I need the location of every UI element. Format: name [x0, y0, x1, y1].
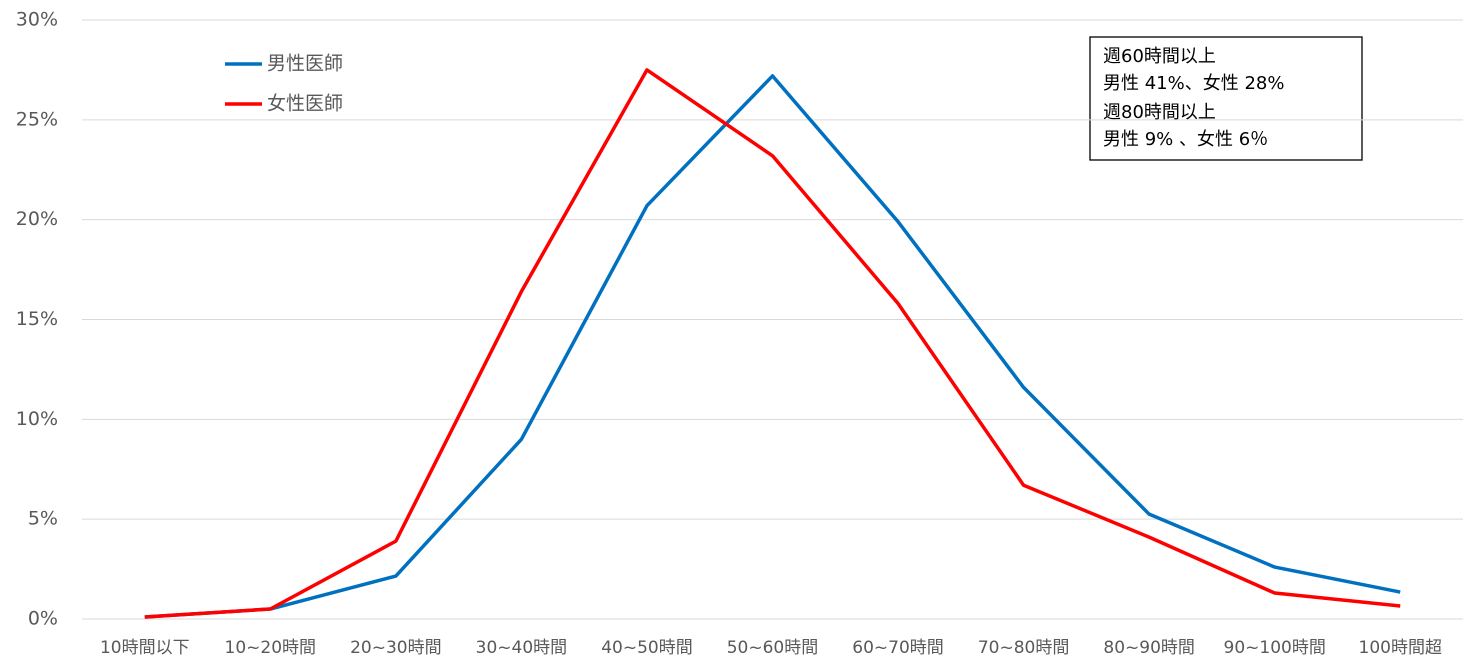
annotation-line: 男性 9% 、女性 6％ — [1103, 129, 1268, 150]
x-tick-label: 10~20時間 — [225, 638, 317, 658]
y-tick-label: 25% — [16, 108, 58, 130]
y-tick-label: 0% — [28, 608, 58, 630]
y-tick-label: 30% — [16, 9, 58, 31]
x-tick-label: 20~30時間 — [350, 638, 442, 658]
y-tick-label: 15% — [16, 308, 58, 330]
y-tick-label: 10% — [16, 408, 58, 430]
x-tick-label: 50~60時間 — [727, 638, 819, 658]
x-tick-label: 90~100時間 — [1224, 638, 1326, 658]
y-tick-label: 20% — [16, 208, 58, 230]
x-tick-label: 100時間超 — [1359, 638, 1442, 658]
x-tick-label: 40~50時間 — [601, 638, 693, 658]
annotation-line: 男性 41%、女性 28% — [1103, 73, 1284, 94]
series-line — [144, 68, 1401, 619]
annotation-line: 週60時間以上 — [1103, 46, 1216, 67]
x-tick-label: 80~90時間 — [1103, 638, 1195, 658]
y-tick-label: 5% — [28, 508, 58, 530]
annotation-box — [1089, 36, 1363, 161]
series-line — [144, 74, 1401, 619]
x-tick-label: 30~40時間 — [476, 638, 568, 658]
legend-label: 男性医師 — [267, 53, 343, 75]
x-tick-label: 60~70時間 — [852, 638, 944, 658]
annotation-line: 週80時間以上 — [1103, 102, 1216, 123]
x-tick-label: 10時間以下 — [100, 638, 190, 658]
legend-label: 女性医師 — [267, 93, 343, 115]
x-tick-label: 70~80時間 — [978, 638, 1070, 658]
